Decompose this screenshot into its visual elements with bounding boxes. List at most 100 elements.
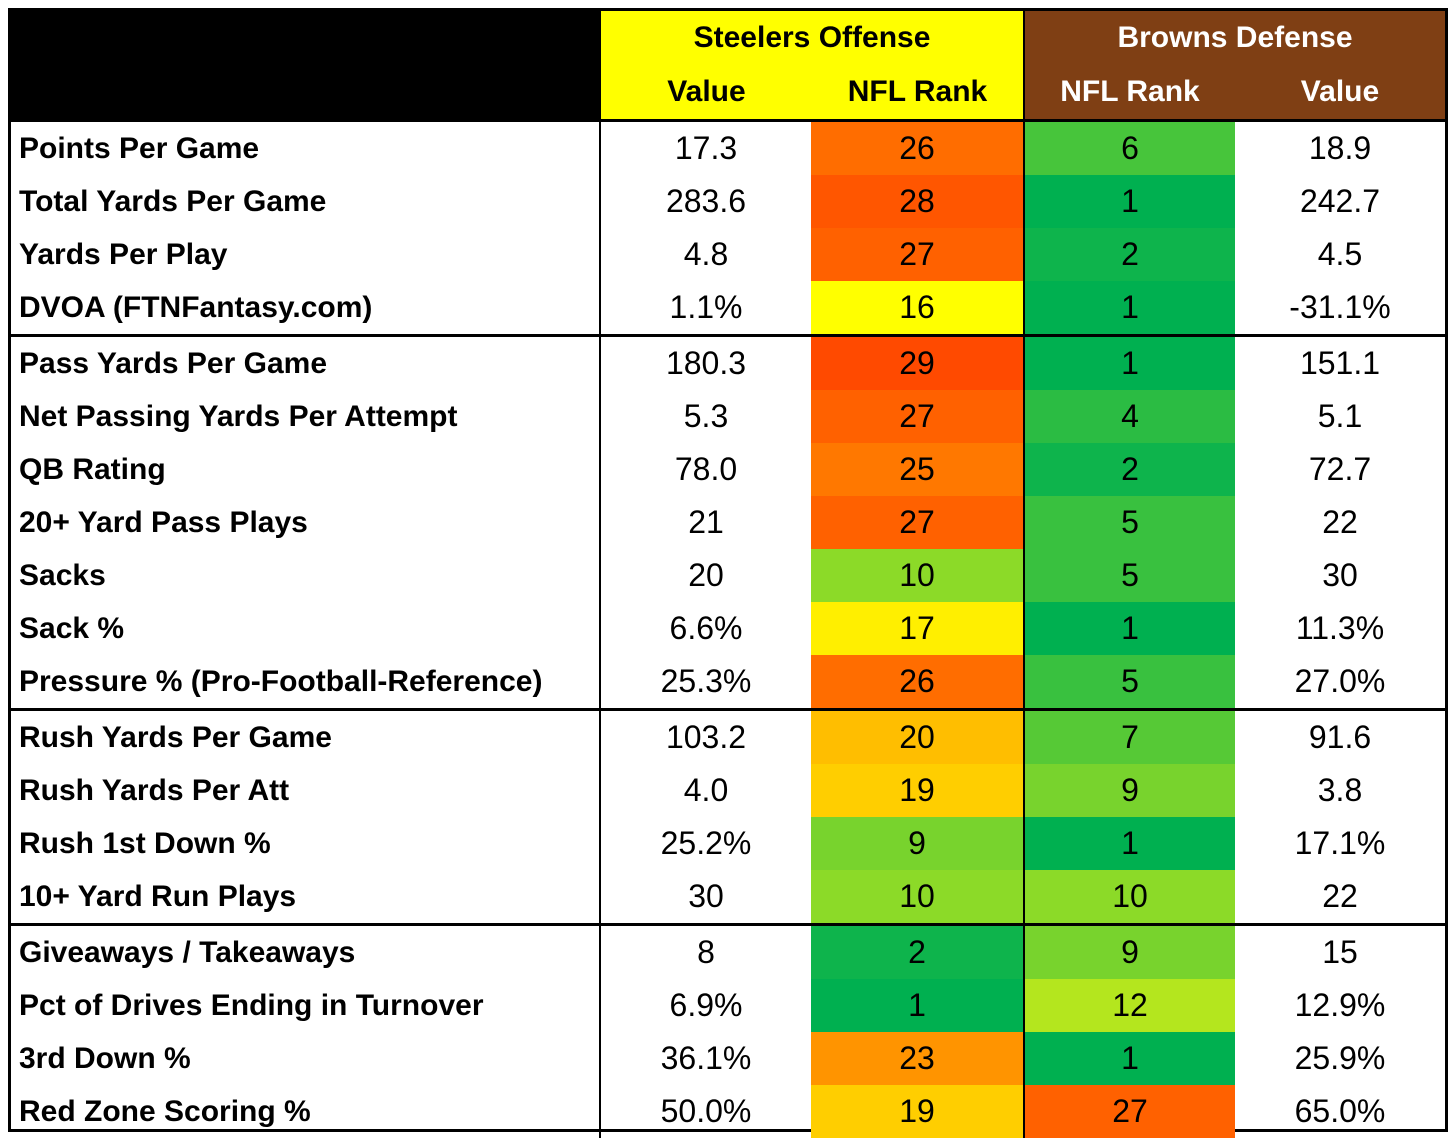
defense-rank-cell: 5 [1023,549,1235,602]
row-label: Giveaways / Takeaways [19,935,356,969]
group-divider [11,334,1445,337]
row-label: Yards Per Play [19,237,228,271]
row-label: 10+ Yard Run Plays [19,879,297,913]
offense-rank-cell: 28 [811,175,1023,228]
defense-rank-cell: 6 [1023,122,1235,175]
defense-value-cell: 72.7 [1308,451,1372,487]
offense-rank-cell: 16 [811,281,1023,334]
offense-rank-cell: 23 [811,1032,1023,1085]
offense-value-cell: 50.0% [599,1085,811,1138]
defense-rank-cell: 1 [1023,817,1235,870]
defense-value-cell: 11.3% [1295,610,1385,646]
table-row: 20+ Yard Pass Plays 21 27 5 22 [11,496,1445,549]
offense-value-cell: 25.3% [599,655,811,708]
offense-value-cell: 180.3 [599,337,811,390]
defense-rank-cell: 1 [1023,602,1235,655]
group-divider [11,923,1445,926]
row-label: Rush 1st Down % [19,826,271,860]
table-row: Rush 1st Down % 25.2% 9 1 17.1% [11,817,1445,870]
offense-rank-cell: 9 [811,817,1023,870]
table-row: QB Rating 78.0 25 2 72.7 [11,443,1445,496]
defense-rank-header: NFL Rank [1060,75,1200,108]
offense-value-cell: 17.3 [599,122,811,175]
defense-value-cell: 15 [1322,934,1358,970]
offense-value-cell: 5.3 [599,390,811,443]
offense-rank-cell: 17 [811,602,1023,655]
offense-rank-cell: 27 [811,390,1023,443]
offense-rank-header: NFL Rank [847,75,988,108]
table-row: Rush Yards Per Att 4.0 19 9 3.8 [11,764,1445,817]
offense-header: Steelers Offense Value NFL Rank [599,11,1023,119]
offense-rank-cell: 25 [811,443,1023,496]
defense-value-cell: 12.9% [1294,987,1386,1023]
defense-rank-cell: 2 [1023,228,1235,281]
stats-comparison-table: Steelers Offense Value NFL Rank Browns D… [8,8,1448,1138]
defense-value-cell: 5.1 [1317,398,1363,434]
offense-value-cell: 78.0 [599,443,811,496]
table-row: Total Yards Per Game 283.6 28 1 242.7 [11,175,1445,228]
row-label: Net Passing Yards Per Attempt [19,399,458,433]
defense-rank-cell: 1 [1023,337,1235,390]
row-label: Rush Yards Per Game [19,720,332,754]
group-divider [11,708,1445,711]
defense-rank-cell: 4 [1023,390,1235,443]
defense-value-cell: 65.0% [1294,1093,1386,1129]
row-label: Sack % [19,611,125,645]
offense-rank-cell: 1 [811,979,1023,1032]
defense-rank-cell: 27 [1023,1085,1235,1138]
row-label: Pressure % (Pro-Football-Reference) [19,664,543,698]
table-row: Pass Yards Per Game 180.3 29 1 151.1 [11,337,1445,390]
table-row: 10+ Yard Run Plays 30 10 10 22 [11,870,1445,923]
defense-rank-cell: 9 [1023,926,1235,979]
table-row: Giveaways / Takeaways 8 2 9 15 [11,926,1445,979]
offense-rank-cell: 10 [811,870,1023,923]
defense-rank-cell: 9 [1023,764,1235,817]
defense-value-cell: 22 [1322,504,1358,540]
row-label: Points Per Game [19,131,260,165]
row-label: DVOA (FTNFantasy.com) [19,290,373,324]
table-row: Pressure % (Pro-Football-Reference) 25.3%… [11,655,1445,708]
offense-value-cell: 103.2 [599,711,811,764]
table-row: Sack % 6.6% 17 1 11.3% [11,602,1445,655]
defense-value-cell: 22 [1322,878,1358,914]
offense-rank-cell: 29 [811,337,1023,390]
defense-value-header: Value [1300,75,1380,108]
defense-value-cell: 242.7 [1299,183,1381,219]
offense-rank-cell: 19 [811,1085,1023,1138]
defense-rank-cell: 1 [1023,281,1235,334]
defense-value-cell: 27.0% [1294,663,1386,699]
offense-value-cell: 283.6 [599,175,811,228]
offense-rank-cell: 27 [811,228,1023,281]
defense-rank-cell: 2 [1023,443,1235,496]
offense-value-cell: 4.8 [599,228,811,281]
defense-value-cell: 91.6 [1308,719,1372,755]
defense-value-cell: 4.5 [1317,236,1363,272]
offense-value-cell: 4.0 [599,764,811,817]
header-divider [11,119,1445,122]
offense-value-cell: 6.9% [599,979,811,1032]
defense-value-cell: 17.1% [1294,825,1386,861]
defense-rank-cell: 5 [1023,496,1235,549]
header-corner [11,11,599,119]
defense-rank-cell: 7 [1023,711,1235,764]
table-row: Rush Yards Per Game 103.2 20 7 91.6 [11,711,1445,764]
defense-rank-cell: 5 [1023,655,1235,708]
row-label: Pct of Drives Ending in Turnover [19,988,484,1022]
table-row: Points Per Game 17.3 26 6 18.9 [11,122,1445,175]
offense-value-cell: 8 [599,926,811,979]
offense-value-cell: 1.1% [599,281,811,334]
row-label: Sacks [19,558,106,592]
defense-rank-cell: 10 [1023,870,1235,923]
row-label: QB Rating [19,452,166,486]
row-label: Total Yards Per Game [19,184,327,218]
table-row: Yards Per Play 4.8 27 2 4.5 [11,228,1445,281]
offense-value-cell: 25.2% [599,817,811,870]
offense-rank-cell: 20 [811,711,1023,764]
row-label: Rush Yards Per Att [19,773,290,807]
defense-value-cell: 25.9% [1294,1040,1386,1076]
defense-rank-cell: 1 [1023,1032,1235,1085]
offense-value-cell: 20 [599,549,811,602]
table-row: Red Zone Scoring % 50.0% 19 27 65.0% [11,1085,1445,1138]
offense-rank-cell: 26 [811,655,1023,708]
offense-value-cell: 36.1% [599,1032,811,1085]
